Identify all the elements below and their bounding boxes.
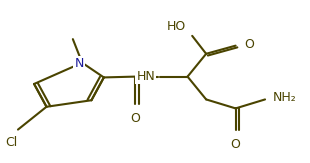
Text: NH₂: NH₂ [273, 91, 297, 104]
Text: N: N [74, 57, 84, 70]
Text: HO: HO [167, 20, 186, 33]
Text: O: O [244, 38, 254, 51]
Text: HN: HN [136, 70, 155, 83]
Text: Cl: Cl [6, 136, 18, 149]
Text: O: O [231, 138, 241, 151]
Text: O: O [130, 112, 140, 126]
